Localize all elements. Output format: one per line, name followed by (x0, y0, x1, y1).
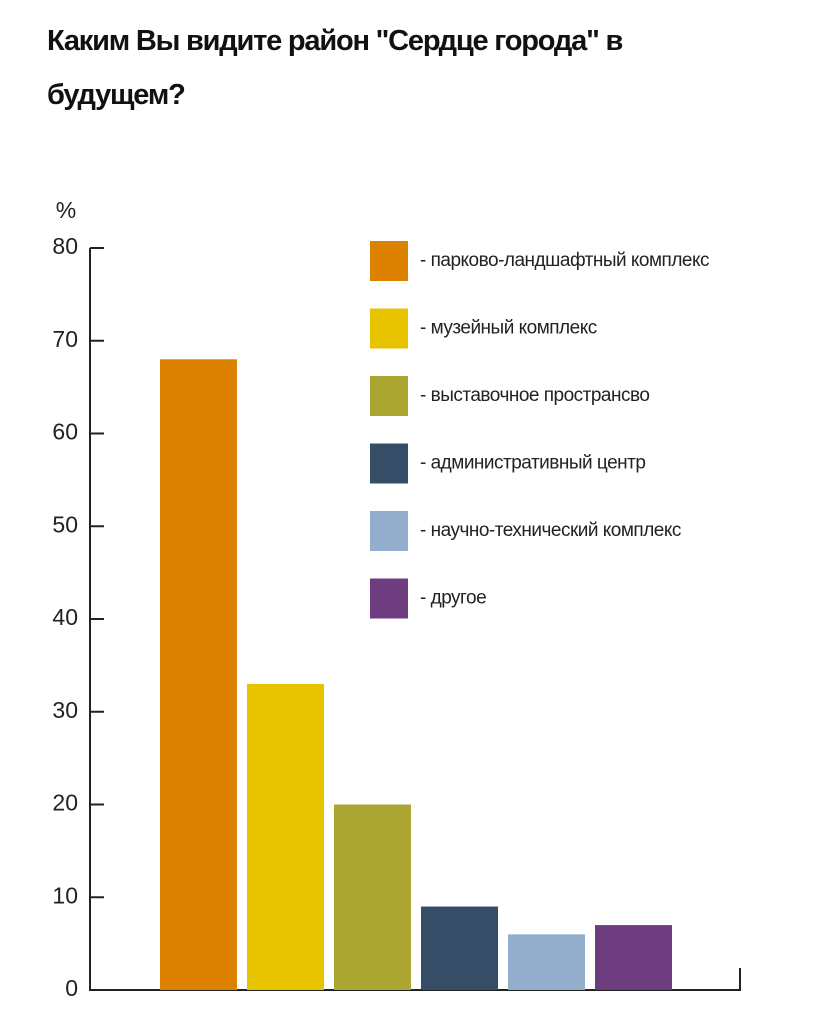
y-tick-label: 20 (52, 790, 78, 816)
legend-label: - выставочное пространсво (420, 385, 649, 406)
legend-swatch (370, 308, 408, 349)
y-tick-label: 60 (52, 419, 78, 445)
y-tick-label: 50 (52, 511, 78, 537)
legend-swatch (370, 443, 408, 484)
y-tick-label: 10 (52, 882, 78, 908)
y-tick-label: 0 (65, 975, 78, 1001)
bar (595, 925, 672, 990)
legend-swatch (370, 511, 408, 551)
bar (508, 934, 585, 990)
legend-label: - административный центр (420, 453, 645, 474)
legend-label: - парково-ландшафтный комплекс (420, 250, 709, 271)
legend-swatch (370, 578, 408, 619)
bar (421, 906, 498, 990)
bar (160, 359, 237, 990)
y-tick-label: 30 (52, 697, 78, 723)
bar (334, 804, 411, 990)
y-tick-label: 70 (52, 326, 78, 352)
bar (247, 683, 324, 990)
y-axis-label: % (56, 197, 76, 223)
legend-swatch (370, 241, 408, 281)
legend-swatch (370, 376, 408, 416)
y-tick-label: 40 (52, 604, 78, 630)
legend-label: - другое (420, 588, 486, 609)
chart-title: Каким Вы видите район "Сердце города" в … (47, 25, 623, 111)
legend-label: - научно-технический комплекс (420, 520, 681, 541)
legend-label: - музейный комплекс (420, 318, 597, 339)
y-tick-label: 80 (52, 233, 78, 259)
